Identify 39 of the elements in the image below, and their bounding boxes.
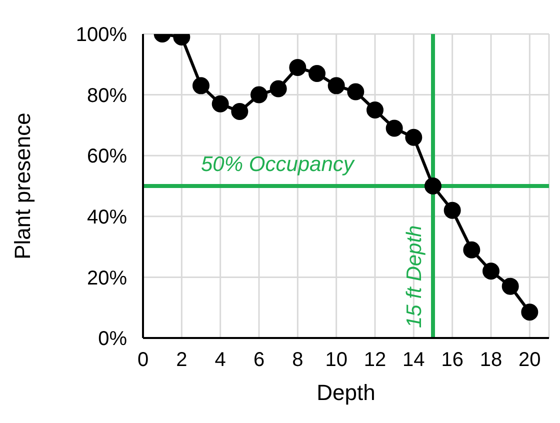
point <box>405 128 422 146</box>
x-tick-label: 18 <box>480 349 502 372</box>
y-tick-label: 40% <box>86 206 128 228</box>
point <box>347 83 364 100</box>
point <box>270 80 287 98</box>
x-tick-label: 8 <box>292 349 304 372</box>
y-tick-label: 80% <box>86 84 128 107</box>
y-tick-label: 20% <box>86 267 128 290</box>
x-tick-label: 2 <box>176 349 188 372</box>
point <box>328 77 345 94</box>
x-tick-label: 20 <box>518 349 541 372</box>
y-tick-label: 0% <box>98 328 128 350</box>
x-tick-label: 6 <box>253 349 265 372</box>
y-tick-label: 100% <box>76 24 128 46</box>
point <box>192 77 210 94</box>
point <box>424 178 442 194</box>
y-axis-title: Plant presence <box>10 112 35 260</box>
point <box>366 102 384 118</box>
point <box>482 262 500 280</box>
point <box>289 58 306 76</box>
point <box>521 304 538 321</box>
x-tick-label: 14 <box>402 349 425 372</box>
point <box>250 86 268 104</box>
y-tick-label: 60% <box>86 146 128 168</box>
x-tick-label: 12 <box>364 349 386 372</box>
point <box>308 65 326 82</box>
x-axis-title: Depth <box>316 380 376 405</box>
point <box>231 103 248 120</box>
x-tick-label: 4 <box>214 349 226 372</box>
point <box>463 241 480 258</box>
ref-line-label: 50% Occupancy <box>201 152 356 176</box>
point <box>444 202 461 219</box>
x-tick-label: 16 <box>441 349 464 372</box>
x-tick-label: 0 <box>137 349 149 372</box>
x-tick-label: 10 <box>325 349 348 372</box>
point <box>386 120 403 137</box>
point <box>502 278 519 295</box>
point <box>212 95 229 112</box>
ref-line-label: 15 ft Depth <box>403 225 426 328</box>
